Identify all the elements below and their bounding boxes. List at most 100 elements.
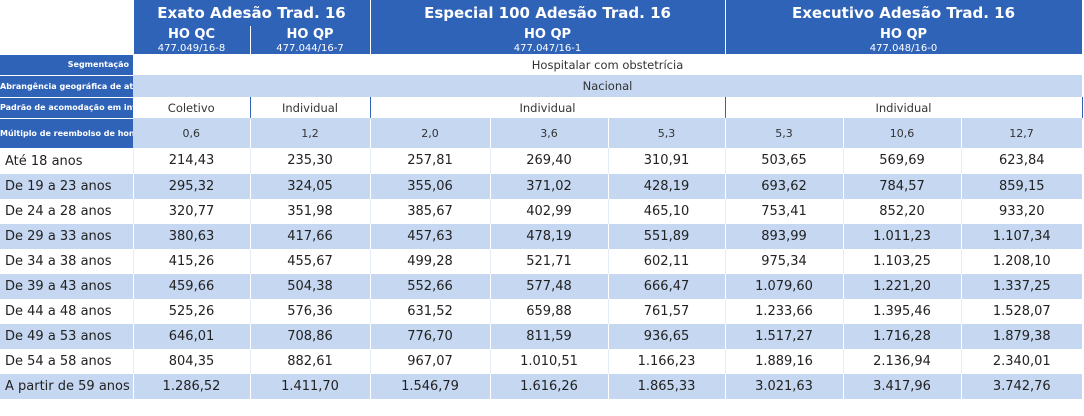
price-cell: 371,02	[489, 173, 609, 199]
price-cell: 631,52	[369, 298, 491, 324]
price-cell: 415,26	[132, 248, 250, 274]
price-cell: 351,98	[249, 198, 371, 224]
plan-code-especial: 477.047/16-1	[369, 42, 726, 55]
price-cell: 1.716,28	[842, 323, 962, 349]
price-cell: 811,59	[489, 323, 609, 349]
multiple-value: 3,6	[490, 118, 609, 148]
price-rows: Até 18 anos 214,43 235,30 257,81 269,40 310,9…	[0, 148, 1083, 399]
price-cell: 761,57	[607, 298, 726, 324]
accommodation-std-row: Padrão de acomodação em internação Colet…	[0, 97, 1083, 119]
price-cell: 569,69	[842, 148, 962, 174]
plan-code-row: 477.049/16-8 477.044/16-7 477.047/16-1 4…	[0, 42, 1083, 55]
price-cell: 478,19	[489, 223, 609, 249]
price-cell: 459,66	[132, 273, 250, 299]
price-cell: 936,65	[607, 323, 726, 349]
coverage-row: Abrangência geográfica de atendimento Na…	[0, 75, 1083, 98]
age-range-cell: De 44 a 48 anos	[0, 298, 133, 324]
age-range-cell: De 49 a 53 anos	[0, 323, 133, 349]
price-cell: 602,11	[607, 248, 726, 274]
price-cell: 1.411,70	[249, 373, 371, 399]
price-cell: 235,30	[249, 148, 371, 174]
price-table: Exato Adesão Trad. 16 Especial 100 Adesã…	[0, 0, 1083, 399]
price-cell: 1.286,52	[132, 373, 250, 399]
age-range-cell: De 39 a 43 anos	[0, 273, 133, 299]
age-range-cell: Até 18 anos	[0, 148, 133, 174]
multiple-row: Múltiplo de reembolso de honorários médi…	[0, 118, 1083, 149]
accommodation-std-value: Coletivo	[133, 97, 251, 118]
price-cell: 310,91	[607, 148, 726, 174]
price-cell: 551,89	[607, 223, 726, 249]
price-cell: 1.546,79	[369, 373, 491, 399]
price-cell: 893,99	[724, 223, 844, 249]
price-cell: 455,67	[249, 248, 371, 274]
price-cell: 324,05	[249, 173, 371, 199]
price-cell: 1.337,25	[960, 273, 1083, 299]
plan-code-executivo: 477.048/16-0	[724, 42, 1083, 55]
price-cell: 659,88	[489, 298, 609, 324]
accommodation-executivo: HO QP	[724, 26, 1083, 42]
price-cell: 967,07	[369, 348, 491, 374]
plan-code-exato-qp: 477.044/16-7	[249, 42, 371, 55]
segmentation-row: Segmentação Hospitalar com obstetrícia	[0, 54, 1083, 76]
multiple-value: 5,3	[725, 118, 844, 148]
accommodation-type-row: HO QC HO QP HO QP HO QP	[0, 26, 1083, 42]
price-cell: 499,28	[369, 248, 491, 274]
table-row: De 44 a 48 anos 525,26 576,36 631,52 659,88 7…	[0, 298, 1083, 324]
price-cell: 882,61	[249, 348, 371, 374]
accommodation-exato-qp: HO QP	[249, 26, 371, 42]
price-cell: 577,48	[489, 273, 609, 299]
coverage-label: Abrangência geográfica de atendimento	[0, 75, 133, 98]
accommodation-exato-qc: HO QC	[132, 26, 251, 42]
table-row: A partir de 59 anos 1.286,52 1.411,70 1.546…	[0, 373, 1083, 399]
multiple-value: 12,7	[961, 118, 1083, 148]
price-cell: 1.208,10	[960, 248, 1083, 274]
price-cell: 859,15	[960, 173, 1083, 199]
multiple-value: 0,6	[133, 118, 251, 148]
price-cell: 784,57	[842, 173, 962, 199]
table-row: Até 18 anos 214,43 235,30 257,81 269,40 310,9…	[0, 148, 1083, 174]
price-cell: 214,43	[132, 148, 250, 174]
corner-empty	[0, 26, 133, 42]
table-row: De 54 a 58 anos 804,35 882,61 967,07 1.010,5…	[0, 348, 1083, 374]
age-range-cell: De 34 a 38 anos	[0, 248, 133, 274]
age-range-cell: De 19 a 23 anos	[0, 173, 133, 199]
price-cell: 933,20	[960, 198, 1083, 224]
multiple-value: 2,0	[370, 118, 491, 148]
age-range-cell: De 29 a 33 anos	[0, 223, 133, 249]
price-cell: 1.517,27	[724, 323, 844, 349]
table-row: De 24 a 28 anos 320,77 351,98 385,67 402,99 4…	[0, 198, 1083, 224]
accommodation-especial: HO QP	[369, 26, 726, 42]
table-row: De 49 a 53 anos 646,01 708,86 776,70 811,59 9…	[0, 323, 1083, 349]
multiple-label: Múltiplo de reembolso de honorários médi…	[0, 118, 133, 149]
table-row: De 29 a 33 anos 380,63 417,66 457,63 478,19 5…	[0, 223, 1083, 249]
price-cell: 623,84	[960, 148, 1083, 174]
price-cell: 385,67	[369, 198, 491, 224]
price-cell: 776,70	[369, 323, 491, 349]
price-cell: 1.107,34	[960, 223, 1083, 249]
price-cell: 646,01	[132, 323, 250, 349]
price-cell: 975,34	[724, 248, 844, 274]
price-cell: 1.221,20	[842, 273, 962, 299]
price-cell: 1.528,07	[960, 298, 1083, 324]
accommodation-std-label: Padrão de acomodação em internação	[0, 97, 133, 119]
price-cell: 1.889,16	[724, 348, 844, 374]
price-cell: 465,10	[607, 198, 726, 224]
multiple-value: 10,6	[843, 118, 962, 148]
table-row: De 19 a 23 anos 295,32 324,05 355,06 371,02 4…	[0, 173, 1083, 199]
table-row: De 34 a 38 anos 415,26 455,67 499,28 521,71 6…	[0, 248, 1083, 274]
price-cell: 576,36	[249, 298, 371, 324]
price-cell: 1.010,51	[489, 348, 609, 374]
plan-code-exato-qc: 477.049/16-8	[132, 42, 251, 55]
accommodation-std-value: Individual	[370, 97, 726, 118]
price-cell: 3.742,76	[960, 373, 1083, 399]
price-cell: 1.233,66	[724, 298, 844, 324]
price-cell: 2.136,94	[842, 348, 962, 374]
price-cell: 402,99	[489, 198, 609, 224]
price-cell: 1.616,26	[489, 373, 609, 399]
price-cell: 552,66	[369, 273, 491, 299]
price-cell: 269,40	[489, 148, 609, 174]
price-cell: 428,19	[607, 173, 726, 199]
price-cell: 1.395,46	[842, 298, 962, 324]
price-cell: 804,35	[132, 348, 250, 374]
price-cell: 1.011,23	[842, 223, 962, 249]
